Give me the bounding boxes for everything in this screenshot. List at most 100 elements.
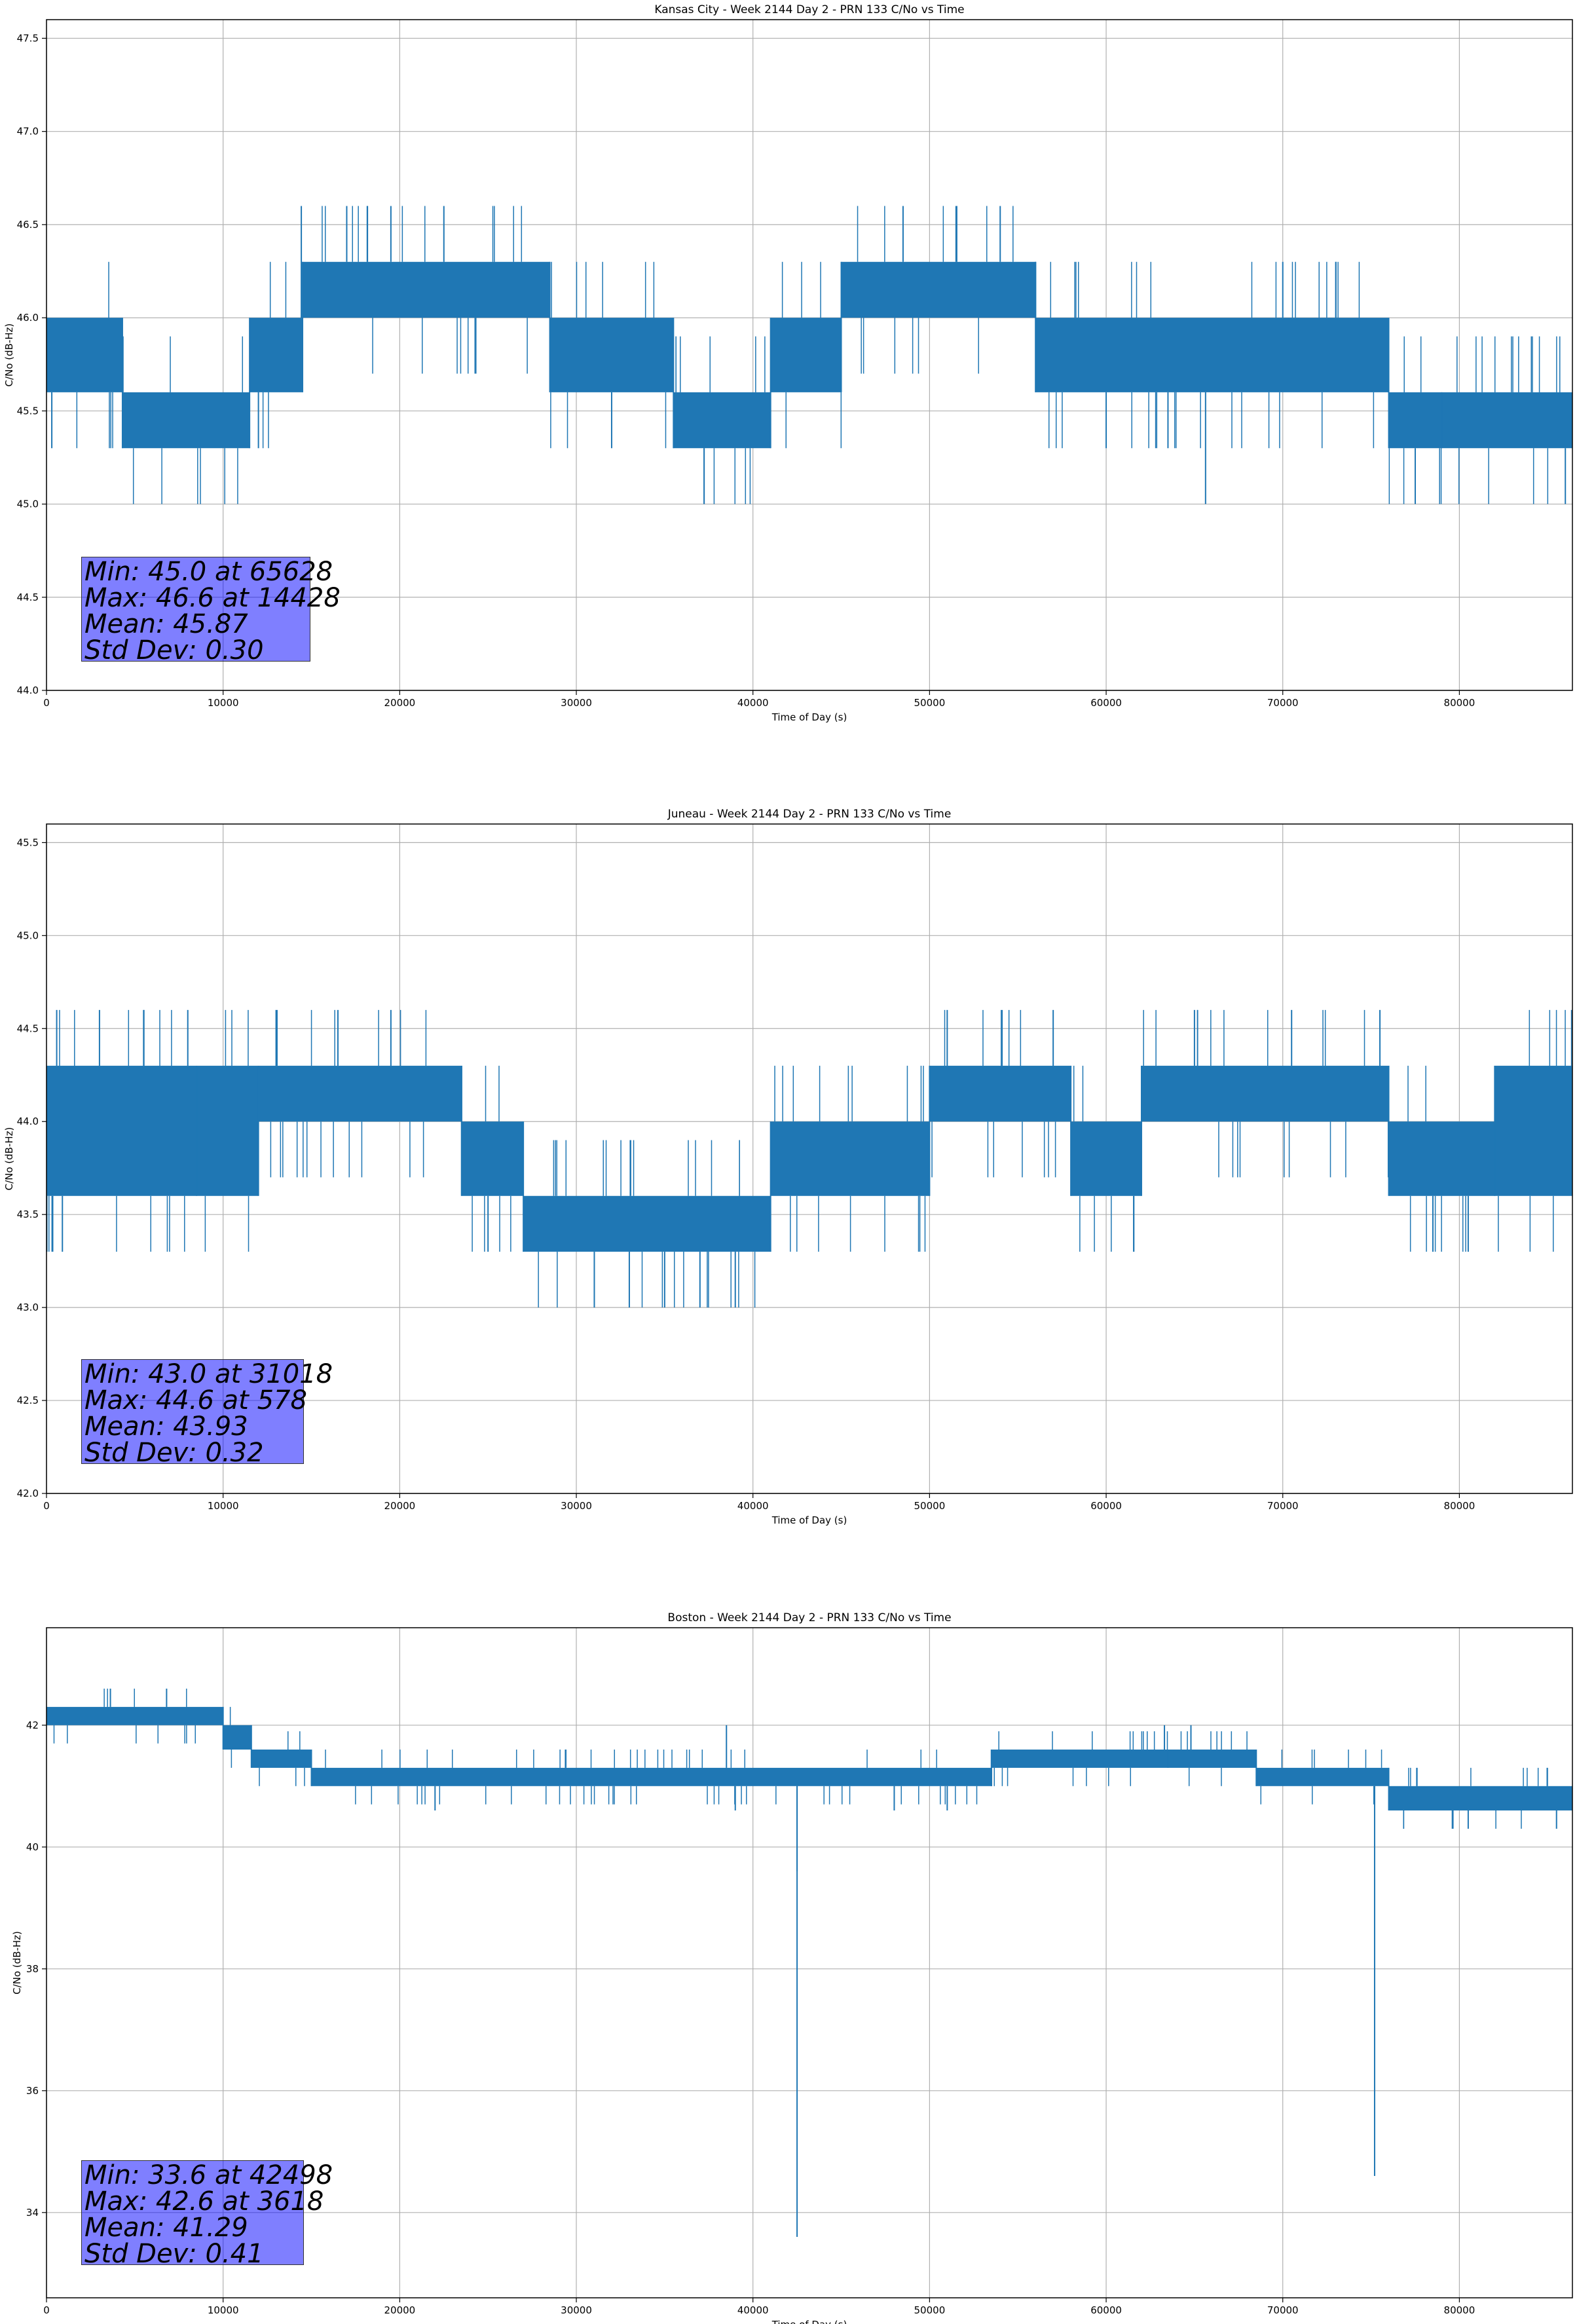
y-tick-label: 47.0 <box>17 126 39 138</box>
signal-band <box>770 318 842 392</box>
x-tick-label: 10000 <box>208 2304 239 2316</box>
signal-band <box>673 392 771 449</box>
stats-box-boston: Min: 33.6 at 42498 Max: 42.6 at 3618 Mea… <box>81 2160 333 2269</box>
chart-title-boston: Boston - Week 2144 Day 2 - PRN 133 C/No … <box>667 1611 951 1624</box>
signal-band <box>523 1195 771 1252</box>
x-tick-label: 40000 <box>737 1500 769 1512</box>
signal-band <box>311 1767 992 1786</box>
signal-band <box>1388 392 1572 449</box>
x-tick-label: 80000 <box>1444 2304 1475 2316</box>
y-tick-label: 40 <box>26 1841 39 1853</box>
stats-min: Min: 33.6 at 42498 <box>84 2160 333 2190</box>
x-tick-label: 30000 <box>561 1500 592 1512</box>
stats-box-kansas-city: Min: 45.0 at 65628 Max: 46.6 at 14428 Me… <box>81 557 341 665</box>
signal-band <box>1141 1066 1389 1122</box>
stats-std-dev: Std Dev: 0.30 <box>84 635 264 665</box>
x-axis-label: Time of Day (s) <box>771 711 847 723</box>
x-tick-label: 50000 <box>914 697 946 709</box>
y-tick-label: 43.5 <box>17 1209 39 1220</box>
y-tick-label: 45.5 <box>17 836 39 848</box>
stats-box-juneau: Min: 43.0 at 31018 Max: 44.6 at 578 Mean… <box>81 1359 333 1468</box>
stats-min: Min: 45.0 at 65628 <box>84 557 333 587</box>
x-tick-label: 70000 <box>1267 697 1299 709</box>
signal-band <box>303 261 550 318</box>
x-tick-label: 50000 <box>914 2304 946 2316</box>
signal-band <box>1071 1121 1141 1196</box>
x-tick-label: 40000 <box>737 2304 769 2316</box>
axes-frame-juneau <box>46 823 1573 1494</box>
y-tick-label: 46.0 <box>17 312 39 324</box>
y-tick-label: 36 <box>26 2085 39 2097</box>
x-tick-label: 70000 <box>1267 2304 1299 2316</box>
signal-band <box>251 1750 312 1768</box>
stats-max: Max: 44.6 at 578 <box>84 1385 307 1415</box>
signal-band <box>46 318 122 392</box>
x-tick-label: 80000 <box>1444 1500 1475 1512</box>
signal-band <box>770 1121 930 1196</box>
stats-std-dev: Std Dev: 0.41 <box>84 2239 264 2269</box>
signal-band <box>1494 1066 1572 1196</box>
y-tick-label: 44.5 <box>17 591 39 603</box>
y-tick-label: 44.0 <box>17 1115 39 1127</box>
y-tick-label: 45.0 <box>17 498 39 510</box>
signal-band <box>1388 1121 1495 1196</box>
signal-band <box>461 1121 524 1196</box>
signal-band <box>46 1706 223 1725</box>
y-tick-label: 44.5 <box>17 1022 39 1034</box>
x-tick-label: 30000 <box>561 2304 592 2316</box>
y-tick-label: 43.0 <box>17 1302 39 1313</box>
signal-band <box>223 1725 251 1750</box>
x-tick-label: 20000 <box>384 1500 415 1512</box>
signal-band <box>258 1066 462 1122</box>
signal-band <box>549 318 674 392</box>
chart-title-juneau: Juneau - Week 2144 Day 2 - PRN 133 C/No … <box>667 808 952 821</box>
x-tick-label: 20000 <box>384 697 415 709</box>
y-tick-label: 42 <box>26 1719 39 1731</box>
signal-band <box>991 1750 1168 1768</box>
stats-std-dev: Std Dev: 0.32 <box>84 1438 264 1468</box>
x-tick-label: 20000 <box>384 2304 415 2316</box>
y-tick-label: 47.5 <box>17 32 39 44</box>
x-tick-label: 10000 <box>208 697 239 709</box>
y-tick-label: 46.5 <box>17 219 39 231</box>
y-axis-label: C/No (dB-Hz) <box>11 1931 23 1995</box>
chart-title-kansas-city: Kansas City - Week 2144 Day 2 - PRN 133 … <box>654 3 964 16</box>
y-tick-label: 34 <box>26 2207 39 2219</box>
y-tick-label: 42.5 <box>17 1395 39 1406</box>
x-tick-label: 10000 <box>208 1500 239 1512</box>
y-tick-label: 42.0 <box>17 1488 39 1499</box>
x-tick-label: 60000 <box>1090 697 1122 709</box>
stats-max: Max: 46.6 at 14428 <box>84 583 341 613</box>
y-tick-label: 45.0 <box>17 929 39 941</box>
stats-mean: Mean: 41.29 <box>84 2213 248 2243</box>
x-axis-label: Time of Day (s) <box>771 2319 847 2324</box>
y-axis-label: C/No (dB-Hz) <box>3 324 15 387</box>
x-tick-label: 60000 <box>1090 1500 1122 1512</box>
signal-band <box>250 318 303 392</box>
y-tick-label: 45.5 <box>17 405 39 417</box>
x-tick-label: 0 <box>43 2304 50 2316</box>
y-axis-label: C/No (dB-Hz) <box>3 1127 15 1191</box>
signal-band <box>929 1066 1071 1122</box>
x-tick-label: 0 <box>43 697 50 709</box>
axes-frame-boston <box>46 1627 1573 2298</box>
signal-band <box>841 261 1036 318</box>
x-tick-label: 60000 <box>1090 2304 1122 2316</box>
stats-max: Max: 42.6 at 3618 <box>84 2186 324 2217</box>
signal-band <box>1388 1786 1572 1810</box>
y-tick-label: 38 <box>26 1963 39 1975</box>
signal-band <box>46 1066 197 1196</box>
x-tick-label: 0 <box>43 1500 50 1512</box>
x-axis-label: Time of Day (s) <box>771 1514 847 1526</box>
x-tick-label: 70000 <box>1267 1500 1299 1512</box>
signal-band <box>1256 1767 1389 1786</box>
signal-band <box>1035 318 1389 392</box>
stats-mean: Mean: 45.87 <box>84 609 248 639</box>
x-tick-label: 30000 <box>561 697 592 709</box>
signal-band <box>1168 1750 1257 1768</box>
x-tick-label: 50000 <box>914 1500 946 1512</box>
stats-mean: Mean: 43.93 <box>84 1412 248 1442</box>
x-tick-label: 80000 <box>1444 697 1475 709</box>
axes-frame-kansas-city <box>46 19 1573 691</box>
